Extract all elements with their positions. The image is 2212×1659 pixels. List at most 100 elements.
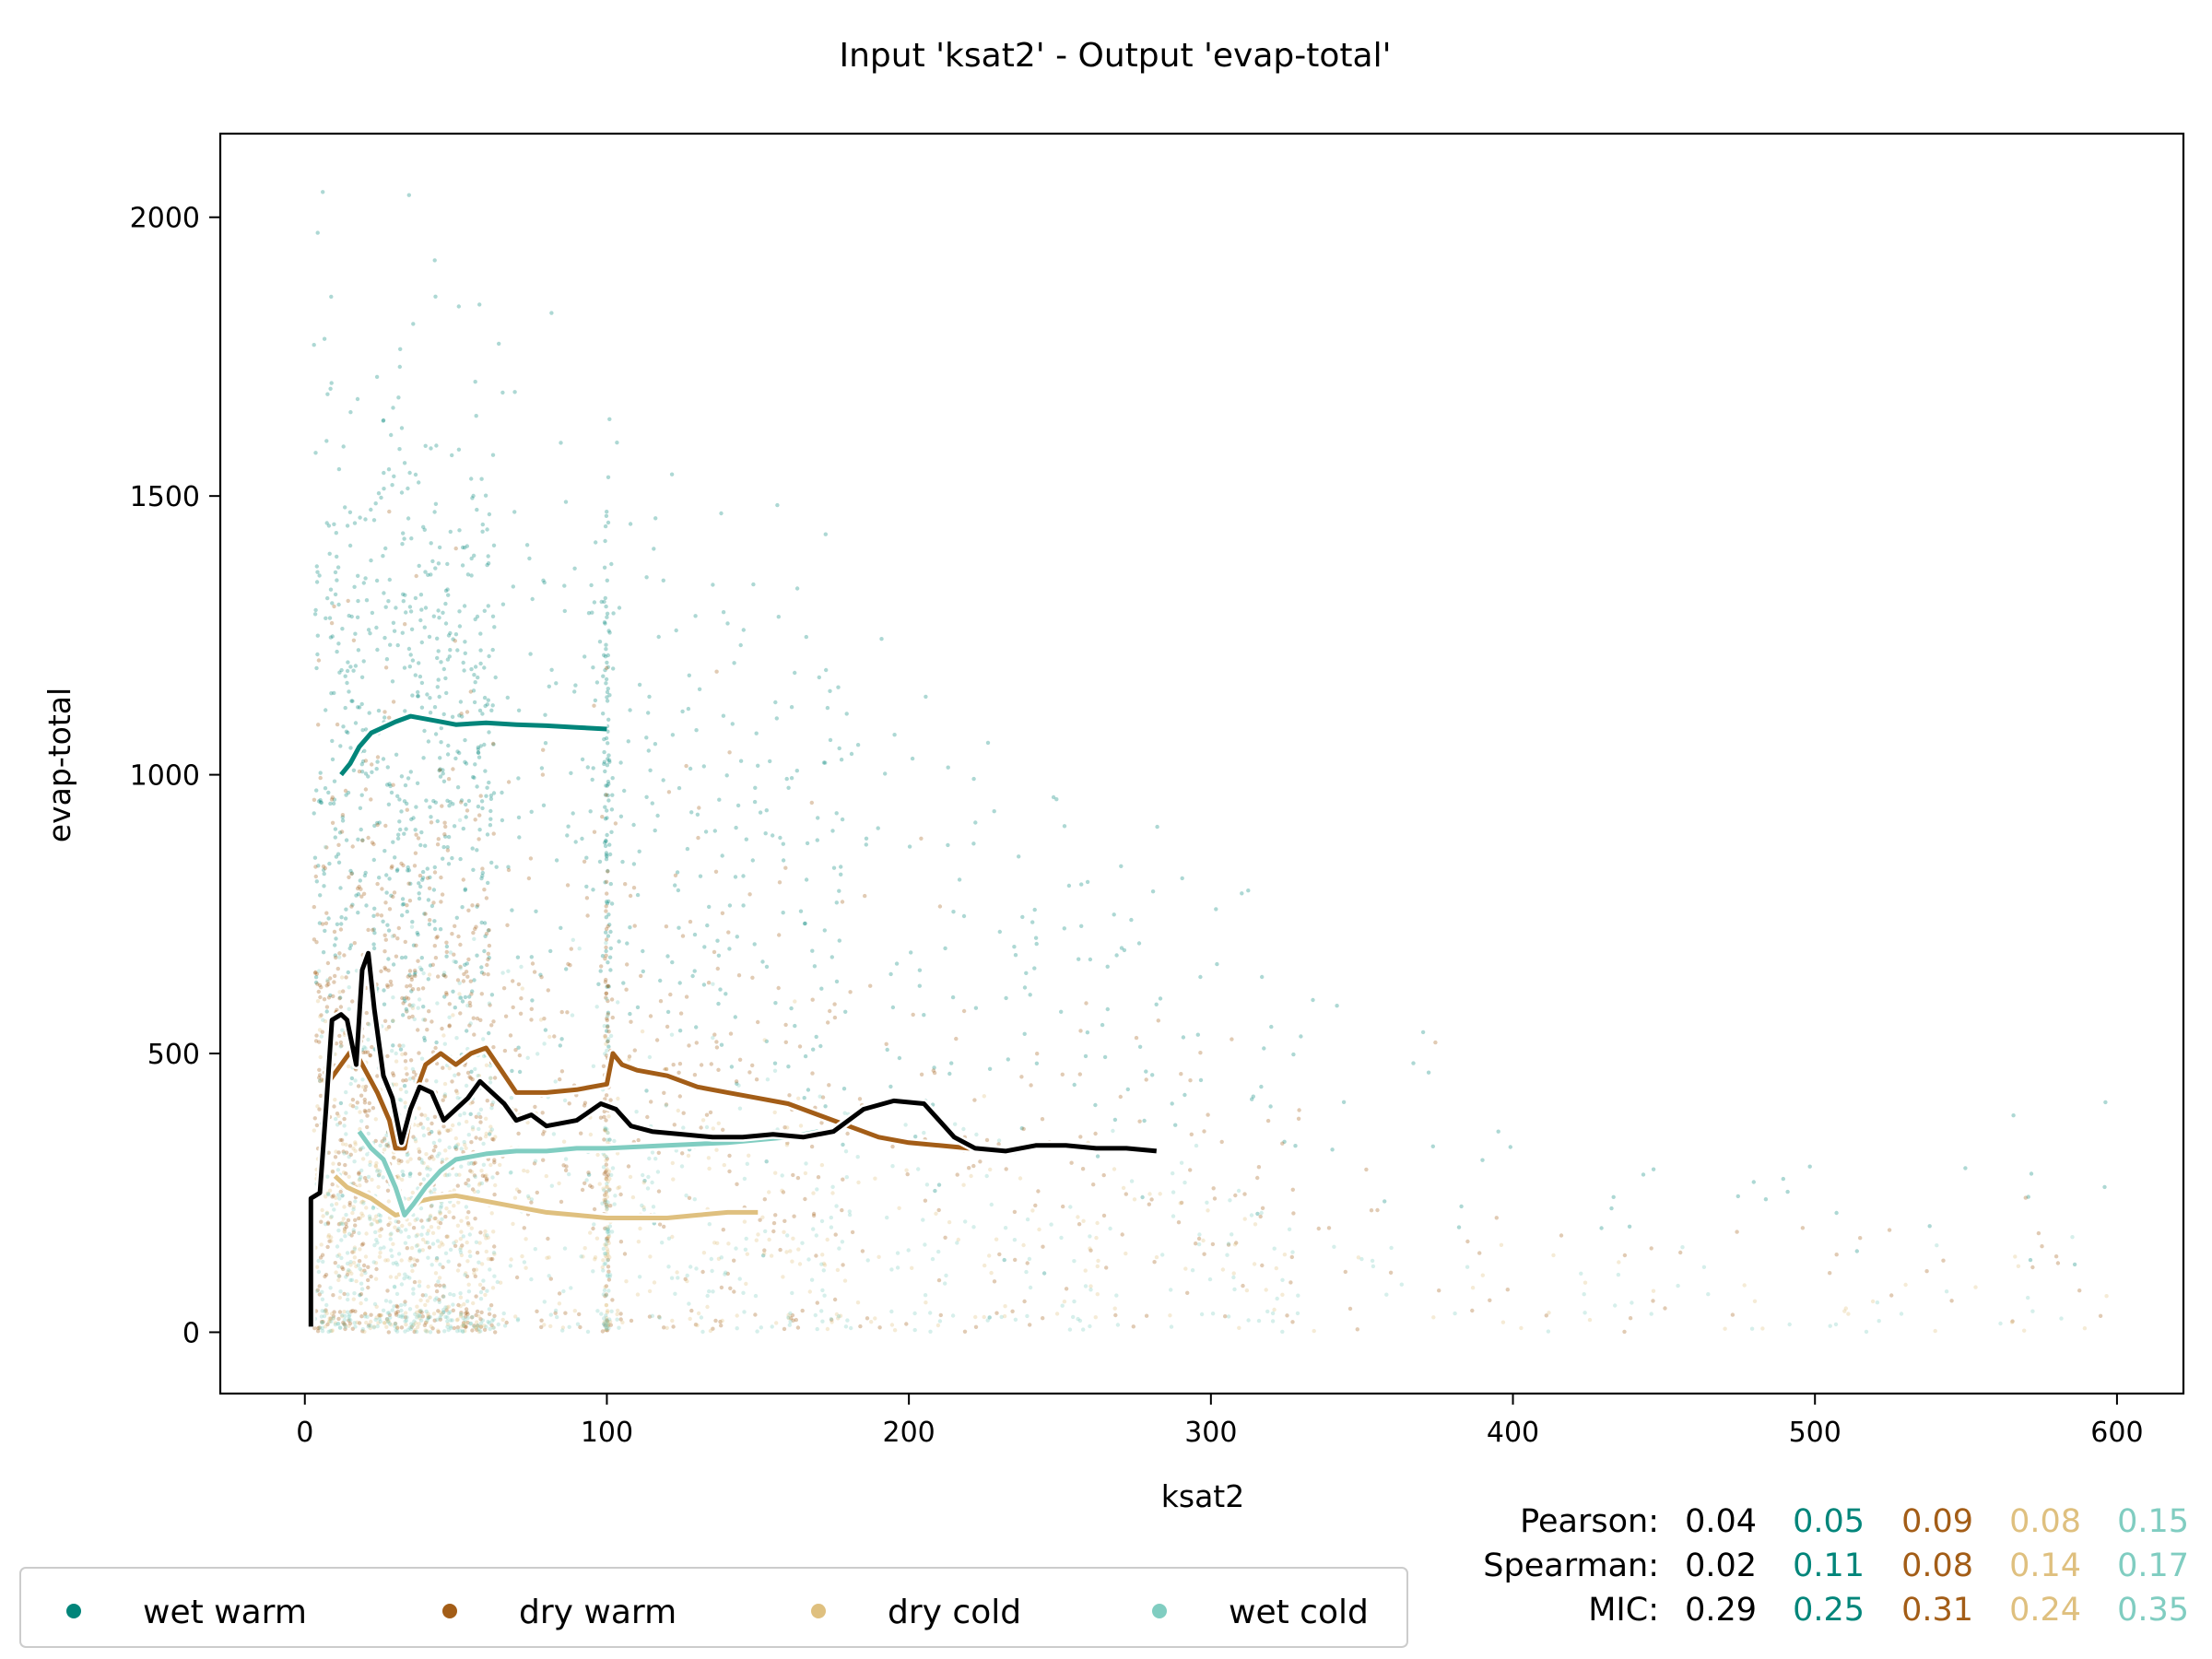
scatter-point-2 xyxy=(670,1234,675,1240)
scatter-point-3 xyxy=(604,1199,608,1204)
scatter-point-0 xyxy=(479,799,485,804)
scatter-point-0 xyxy=(1088,957,1093,962)
scatter-point-0 xyxy=(391,620,396,625)
scatter-point-0 xyxy=(353,664,359,668)
scatter-point-3 xyxy=(844,1175,849,1180)
scatter-point-1 xyxy=(363,759,369,763)
scatter-point-1 xyxy=(599,964,604,969)
scatter-point-3 xyxy=(414,1234,418,1239)
scatter-point-1 xyxy=(481,1286,486,1291)
scatter-point-0 xyxy=(469,477,474,481)
scatter-point-1 xyxy=(501,986,507,991)
scatter-point-0 xyxy=(971,776,976,782)
scatter-point-0 xyxy=(312,612,318,617)
scatter-point-3 xyxy=(736,1083,741,1088)
scatter-point-1 xyxy=(668,992,673,997)
scatter-point-0 xyxy=(371,927,376,932)
scatter-point-3 xyxy=(561,1288,566,1294)
scatter-point-1 xyxy=(532,970,537,974)
scatter-point-0 xyxy=(406,646,412,652)
scatter-point-3 xyxy=(604,1238,609,1242)
scatter-point-3 xyxy=(1935,1243,1939,1248)
scatter-point-3 xyxy=(724,1270,728,1275)
scatter-point-0 xyxy=(372,823,377,829)
scatter-point-2 xyxy=(375,1168,381,1172)
scatter-point-0 xyxy=(460,999,465,1004)
scatter-point-1 xyxy=(374,1266,379,1272)
scatter-point-1 xyxy=(480,866,485,871)
scatter-point-0 xyxy=(477,755,482,759)
scatter-point-3 xyxy=(323,844,328,850)
scatter-point-0 xyxy=(358,515,362,520)
scatter-point-1 xyxy=(747,892,752,897)
scatter-point-0 xyxy=(475,904,479,909)
scatter-point-2 xyxy=(604,1192,608,1196)
scatter-point-0 xyxy=(712,829,717,833)
scatter-point-3 xyxy=(1083,1284,1088,1288)
scatter-point-2 xyxy=(340,1142,346,1147)
scatter-point-2 xyxy=(391,1018,395,1023)
scatter-point-3 xyxy=(442,1041,447,1046)
scatter-point-0 xyxy=(399,809,404,814)
scatter-point-0 xyxy=(721,610,726,615)
scatter-point-3 xyxy=(394,1291,400,1297)
scatter-point-1 xyxy=(720,911,725,915)
scatter-point-3 xyxy=(492,1274,497,1278)
scatter-point-1 xyxy=(364,1010,369,1016)
scatter-point-1 xyxy=(317,1292,322,1297)
scatter-point-3 xyxy=(359,1119,364,1124)
scatter-point-0 xyxy=(541,803,547,807)
scatter-point-0 xyxy=(415,930,419,935)
scatter-point-3 xyxy=(457,818,463,822)
scatter-point-0 xyxy=(390,483,394,488)
scatter-point-0 xyxy=(516,815,522,820)
scatter-point-1 xyxy=(1113,1312,1118,1318)
scatter-point-1 xyxy=(1061,1204,1065,1209)
scatter-point-2 xyxy=(315,1104,320,1109)
scatter-point-1 xyxy=(407,1003,412,1007)
scatter-point-1 xyxy=(2040,1244,2044,1249)
scatter-point-0 xyxy=(414,805,418,809)
scatter-point-2 xyxy=(426,1284,430,1289)
scatter-point-0 xyxy=(618,760,623,765)
scatter-point-0 xyxy=(441,666,446,672)
scatter-point-3 xyxy=(809,1277,815,1282)
scatter-point-0 xyxy=(324,616,328,620)
scatter-point-1 xyxy=(415,1258,419,1263)
scatter-point-0 xyxy=(413,971,418,975)
scatter-point-0 xyxy=(382,487,386,491)
scatter-point-1 xyxy=(394,1311,398,1315)
scatter-point-0 xyxy=(719,1042,724,1047)
scatter-point-1 xyxy=(339,830,345,834)
scatter-point-1 xyxy=(422,1018,428,1022)
scatter-point-1 xyxy=(395,1304,400,1310)
scatter-point-0 xyxy=(580,757,585,762)
scatter-point-0 xyxy=(1781,1176,1786,1182)
scatter-point-3 xyxy=(424,1309,429,1314)
scatter-point-0 xyxy=(328,386,333,391)
scatter-point-3 xyxy=(666,1265,671,1269)
scatter-point-3 xyxy=(335,1123,340,1127)
scatter-point-1 xyxy=(604,1284,609,1288)
scatter-point-1 xyxy=(492,1244,497,1249)
scatter-point-0 xyxy=(951,910,956,914)
scatter-point-1 xyxy=(317,1073,323,1077)
scatter-point-3 xyxy=(1676,1283,1680,1288)
scatter-point-2 xyxy=(347,1064,351,1069)
scatter-point-1 xyxy=(582,1100,588,1105)
scatter-point-2 xyxy=(378,1313,382,1318)
scatter-point-1 xyxy=(1230,1037,1234,1041)
scatter-point-2 xyxy=(394,1275,399,1280)
scatter-point-1 xyxy=(344,1224,349,1230)
scatter-point-1 xyxy=(671,1063,676,1067)
scatter-point-2 xyxy=(442,1094,448,1100)
scatter-point-0 xyxy=(909,950,913,955)
scatter-point-3 xyxy=(412,1319,417,1324)
scatter-point-3 xyxy=(606,1288,611,1293)
scatter-point-3 xyxy=(694,1266,699,1271)
scatter-point-2 xyxy=(382,1321,387,1325)
scatter-point-0 xyxy=(393,855,397,860)
scatter-point-0 xyxy=(735,1081,739,1087)
scatter-point-2 xyxy=(1651,1288,1656,1293)
scatter-point-2 xyxy=(415,1304,419,1309)
